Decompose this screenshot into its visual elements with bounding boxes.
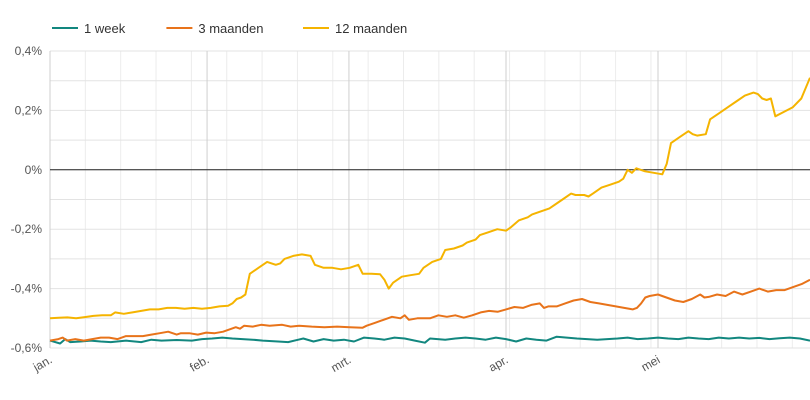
x-tick-1: feb. <box>187 352 211 374</box>
x-tick-label-3: apr. <box>486 352 510 374</box>
y-tick-label-4: -0,4% <box>11 282 43 296</box>
x-tick-3: apr. <box>486 352 510 374</box>
x-tick-4: mei <box>639 352 663 374</box>
x-tick-label-0: jan. <box>30 352 55 374</box>
x-tick-label-1: feb. <box>187 352 211 374</box>
series-layer <box>49 77 810 345</box>
x-tick-label-2: mrt. <box>329 352 354 374</box>
y-tick-label-1: 0,2% <box>15 103 43 117</box>
series-line-12-maanden[interactable] <box>49 77 810 320</box>
legend-item-12-maanden[interactable]: 12 maanden <box>303 21 407 36</box>
x-axis-ticks: jan. feb. mrt. apr. mei <box>30 352 663 374</box>
grid-layer <box>49 50 810 349</box>
x-tick-0: jan. <box>30 352 55 374</box>
y-tick-label-3: -0,2% <box>11 222 43 236</box>
series-line-3-maanden[interactable] <box>49 278 810 342</box>
legend-item-1-week[interactable]: 1 week <box>52 21 126 36</box>
y-axis-ticks: 0,4% 0,2% 0% -0,2% -0,4% -0,6% <box>11 44 43 355</box>
legend-label-0: 1 week <box>84 21 126 36</box>
legend-label-1: 3 maanden <box>198 21 263 36</box>
legend-item-3-maanden[interactable]: 3 maanden <box>166 21 263 36</box>
series-line-1-week[interactable] <box>49 335 810 345</box>
y-tick-label-0: 0,4% <box>15 44 43 58</box>
y-tick-label-5: -0,6% <box>11 341 43 355</box>
legend[interactable]: 1 week 3 maanden 12 maanden <box>52 21 407 36</box>
x-tick-2: mrt. <box>329 352 354 374</box>
x-tick-label-4: mei <box>639 352 663 374</box>
legend-label-2: 12 maanden <box>335 21 407 36</box>
y-tick-label-2: 0% <box>25 163 43 177</box>
